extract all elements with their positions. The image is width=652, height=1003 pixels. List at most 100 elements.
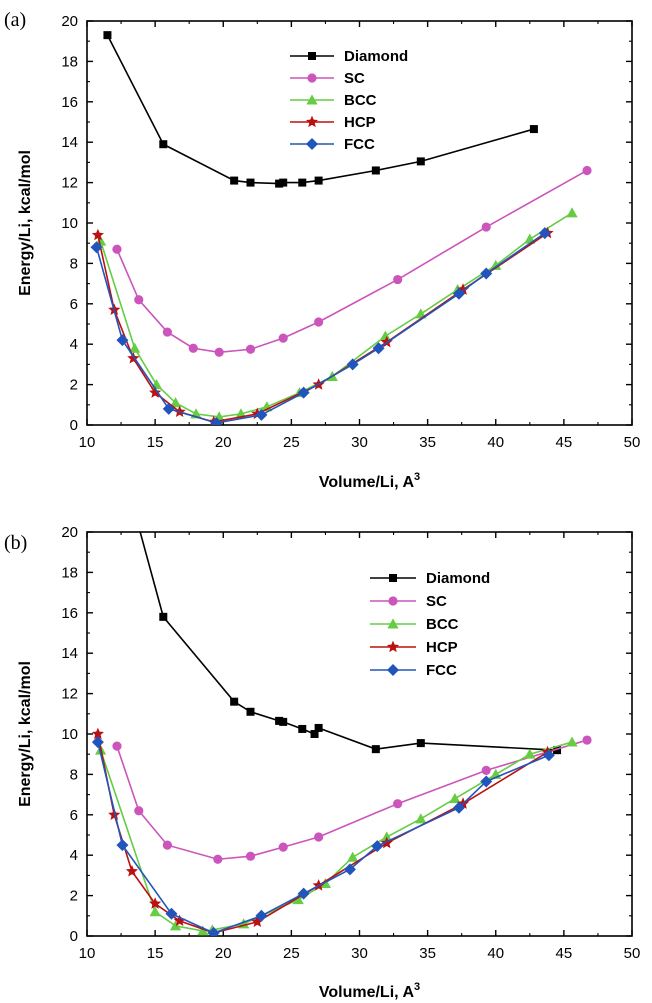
data-point-fcc: [538, 227, 551, 240]
x-tick-label: 40: [487, 945, 504, 962]
x-axis-title: Volume/Li, A3: [319, 471, 420, 491]
data-point-sc: [245, 344, 256, 354]
data-point-diamond: [275, 179, 284, 188]
data-point-fcc: [372, 342, 385, 355]
data-point-diamond: [314, 723, 323, 732]
data-point-diamond: [275, 716, 284, 725]
data-point-fcc: [480, 775, 493, 788]
legend-item-hcp: HCP: [370, 639, 458, 656]
data-point-sc: [162, 840, 172, 850]
data-point-fcc: [452, 801, 465, 814]
data-point-diamond: [246, 178, 255, 187]
data-point-sc: [278, 842, 288, 852]
y-tick-label: 10: [61, 215, 78, 232]
legend-item-diamond: Diamond: [370, 570, 490, 587]
data-point-diamond: [416, 157, 425, 166]
data-point-fcc: [255, 408, 268, 421]
series-sc: [112, 735, 592, 864]
legend-item-bcc: BCC: [290, 92, 377, 109]
data-point-fcc: [116, 839, 129, 852]
data-point-sc: [582, 165, 592, 176]
y-tick-label: 20: [61, 13, 78, 30]
data-point-hcp: [125, 864, 139, 877]
data-point-sc: [162, 327, 172, 337]
legend-marker-fcc: [306, 138, 318, 150]
data-point-sc: [481, 765, 491, 775]
series-sc: [112, 165, 592, 357]
y-tick-label: 20: [61, 524, 78, 541]
x-axis-title-superscript: 3: [414, 981, 420, 993]
legend-label-diamond: Diamond: [344, 48, 408, 65]
y-tick-label: 0: [70, 417, 78, 434]
x-axis-title-superscript: 3: [414, 471, 420, 483]
legend: Diamond SC BCC HCP FCC: [290, 48, 408, 153]
data-point-bcc: [347, 851, 359, 862]
data-point-sc: [393, 274, 403, 285]
data-point-diamond: [159, 140, 168, 149]
series-line-hcp: [97, 733, 548, 934]
data-point-bcc: [379, 330, 391, 341]
data-point-sc: [245, 851, 256, 861]
y-tick-label: 8: [70, 255, 78, 272]
y-tick-label: 0: [70, 928, 78, 945]
y-axis-title: Energy/Li, kcal/mol: [17, 150, 34, 296]
x-tick-label: 20: [215, 434, 232, 451]
y-tick-label: 2: [70, 377, 78, 394]
legend-label-diamond: Diamond: [426, 570, 490, 587]
y-tick-label: 16: [61, 605, 78, 622]
data-point-diamond: [371, 745, 380, 754]
legend-marker-hcp: [386, 640, 400, 653]
x-tick-label: 25: [283, 434, 300, 451]
data-point-bcc: [169, 920, 182, 931]
x-tick-label: 45: [556, 434, 573, 451]
y-tick-label: 14: [61, 645, 78, 662]
x-tick-label: 35: [419, 945, 436, 962]
data-point-bcc: [566, 207, 578, 218]
legend-item-fcc: FCC: [290, 136, 375, 153]
chart-panel-b: (b) 10 15 20 25 30 35 40 45 50 0 2 4 6 8 10 12 14 16 18 20 Vo…: [4, 524, 640, 1001]
data-point-hcp: [251, 915, 264, 928]
series-fcc: [90, 227, 551, 425]
data-point-sc: [314, 832, 324, 842]
legend-marker-hcp: [305, 115, 319, 128]
data-point-fcc: [297, 386, 310, 399]
data-point-fcc: [162, 402, 175, 415]
data-point-fcc: [90, 241, 103, 254]
data-point-diamond: [314, 176, 323, 185]
y-tick-label: 4: [70, 336, 78, 353]
x-axis-title-main: Volume/Li, A: [319, 984, 415, 1001]
plot-area: [90, 31, 592, 425]
legend: Diamond SC BCC HCP FCC: [370, 570, 490, 679]
x-tick-label: 35: [419, 434, 436, 451]
y-tick-label: 6: [70, 807, 78, 824]
data-point-sc: [481, 222, 491, 232]
data-point-bcc: [415, 813, 427, 824]
x-tick-label: 25: [283, 945, 300, 962]
data-point-bcc: [490, 259, 502, 270]
data-point-bcc: [524, 748, 536, 759]
data-point-diamond: [310, 730, 319, 738]
y-axis-title: Energy/Li, kcal/mol: [17, 661, 34, 807]
series-bcc: [95, 736, 578, 936]
data-point-diamond: [298, 724, 307, 733]
data-point-sc: [134, 806, 144, 816]
legend-marker-sc: [388, 596, 398, 606]
series-fcc: [91, 736, 555, 936]
legend-item-bcc: BCC: [370, 616, 459, 633]
y-tick-label: 10: [61, 726, 78, 743]
legend-label-hcp: HCP: [344, 114, 376, 131]
data-point-fcc: [165, 907, 178, 920]
data-point-bcc: [292, 894, 304, 905]
data-point-hcp: [173, 914, 186, 927]
data-point-fcc: [343, 863, 356, 876]
legend-marker-sc: [307, 73, 317, 83]
x-tick-label: 15: [147, 434, 164, 451]
series-line-sc: [116, 739, 588, 861]
legend-item-fcc: FCC: [370, 662, 457, 679]
data-point-fcc: [116, 334, 129, 347]
data-point-fcc: [297, 887, 310, 900]
legend-marker-fcc: [387, 664, 399, 676]
y-tick-label: 12: [61, 686, 78, 703]
data-point-bcc: [381, 831, 393, 842]
plot-area: [91, 532, 592, 936]
